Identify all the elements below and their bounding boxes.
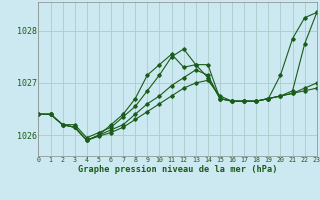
X-axis label: Graphe pression niveau de la mer (hPa): Graphe pression niveau de la mer (hPa) — [78, 165, 277, 174]
